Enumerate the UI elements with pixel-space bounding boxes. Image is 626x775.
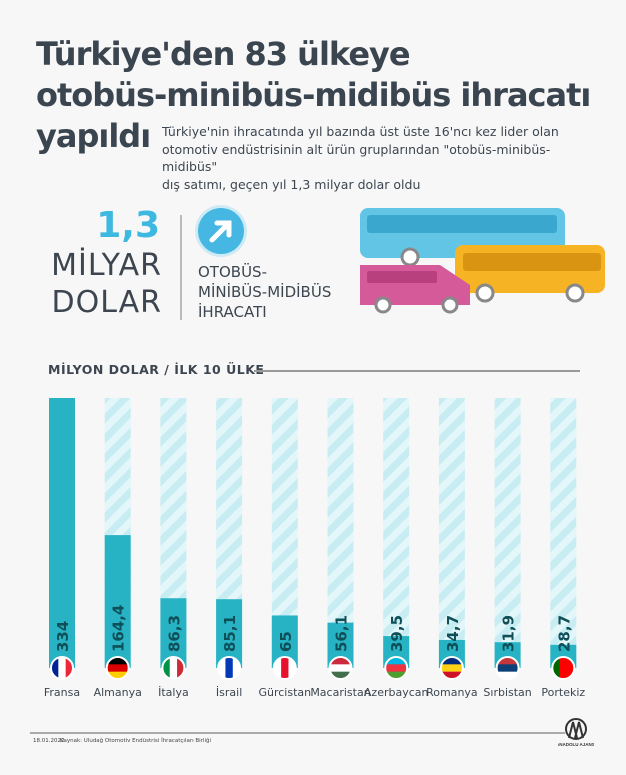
category-label: Almanya bbox=[94, 686, 142, 699]
title-line: yapıldı bbox=[36, 117, 151, 155]
bus-icon bbox=[455, 245, 605, 303]
flag-icon bbox=[551, 656, 576, 680]
highlight-label: OTOBÜS- MİNİBÜS-MİDİBÜS İHRACATI bbox=[198, 262, 331, 322]
category-label: Gürcistan bbox=[258, 686, 311, 699]
flag-icon bbox=[105, 656, 130, 680]
data-label: 31,9 bbox=[500, 615, 518, 652]
bar-background bbox=[494, 398, 521, 668]
flag-icon bbox=[217, 656, 242, 680]
flag-icon bbox=[272, 656, 297, 680]
bar-chart: 334 Fransa 164,4 Almanya 86,3 İtalya 85,1 İsrai… bbox=[44, 398, 585, 699]
label-line: OTOBÜS- bbox=[198, 263, 267, 281]
data-label: 85,1 bbox=[221, 615, 239, 652]
bar-background bbox=[550, 398, 577, 668]
arrow-up-right-icon bbox=[198, 208, 244, 254]
footer-rule bbox=[30, 732, 565, 734]
source: Kaynak: Uludağ Otomotiv Endüstrisi İhrac… bbox=[60, 738, 211, 744]
data-label: 65 bbox=[277, 631, 295, 652]
flag-icon bbox=[495, 656, 520, 680]
title-line: Türkiye'den 83 ülkeye bbox=[36, 35, 411, 73]
category-label: Macaristan bbox=[310, 686, 370, 699]
title-line: otobüs-minibüs-midibüs ihracatı bbox=[36, 76, 591, 114]
category-label: Azerbaycan bbox=[364, 686, 429, 699]
highlight-value: 1,3 bbox=[96, 205, 160, 246]
flag-icon bbox=[384, 656, 409, 680]
bar-background bbox=[438, 398, 465, 668]
category-label: Romanya bbox=[426, 686, 478, 699]
subtitle: Türkiye'nin ihracatında yıl bazında üst … bbox=[162, 123, 602, 193]
flag-icon bbox=[328, 656, 353, 680]
label-line: MİNİBÜS-MİDİBÜS bbox=[198, 283, 332, 301]
date: 18.01.2022 bbox=[33, 738, 65, 744]
label-line: İHRACATI bbox=[198, 303, 267, 321]
data-label: 56,1 bbox=[333, 615, 351, 652]
bar bbox=[49, 398, 75, 668]
svg-text:ANADOLU AJANSI: ANADOLU AJANSI bbox=[558, 742, 594, 747]
data-label: 86,3 bbox=[165, 615, 183, 652]
subtitle-line: dış satımı, geçen yıl 1,3 milyar dolar o… bbox=[162, 176, 421, 192]
category-label: İtalya bbox=[158, 686, 189, 699]
minibus-icon bbox=[360, 265, 470, 314]
anadolu-logo: ANADOLU AJANSI bbox=[556, 718, 596, 752]
divider bbox=[180, 215, 182, 320]
data-label: 39,5 bbox=[388, 615, 406, 652]
category-label: Portekiz bbox=[541, 686, 585, 699]
data-label: 34,7 bbox=[444, 615, 462, 652]
data-label: 334 bbox=[54, 621, 72, 652]
highlight-unit: MİLYAR bbox=[51, 248, 162, 283]
subtitle-line: otomotiv endüstrisinin alt ürün grupları… bbox=[162, 141, 551, 175]
highlight-unit: DOLAR bbox=[51, 285, 162, 320]
subtitle-line: Türkiye'nin ihracatında yıl bazında üst … bbox=[162, 124, 559, 139]
flag-icon bbox=[50, 656, 74, 680]
chart-title-rule bbox=[254, 370, 580, 372]
bar bbox=[104, 535, 131, 668]
data-label: 28,7 bbox=[555, 615, 573, 652]
category-label: Fransa bbox=[44, 686, 80, 699]
bar-background bbox=[383, 398, 410, 668]
data-label: 164,4 bbox=[110, 605, 128, 652]
flag-icon bbox=[439, 656, 464, 680]
category-label: Sırbistan bbox=[483, 686, 531, 699]
page-title: Türkiye'den 83 ülkeye otobüs-minibüs-mid… bbox=[36, 34, 596, 157]
category-label: İsrail bbox=[216, 686, 242, 699]
flag-icon bbox=[161, 656, 186, 680]
vehicles-illustration bbox=[360, 208, 605, 314]
chart-title: MİLYON DOLAR / İLK 10 ÜLKE bbox=[48, 362, 265, 377]
